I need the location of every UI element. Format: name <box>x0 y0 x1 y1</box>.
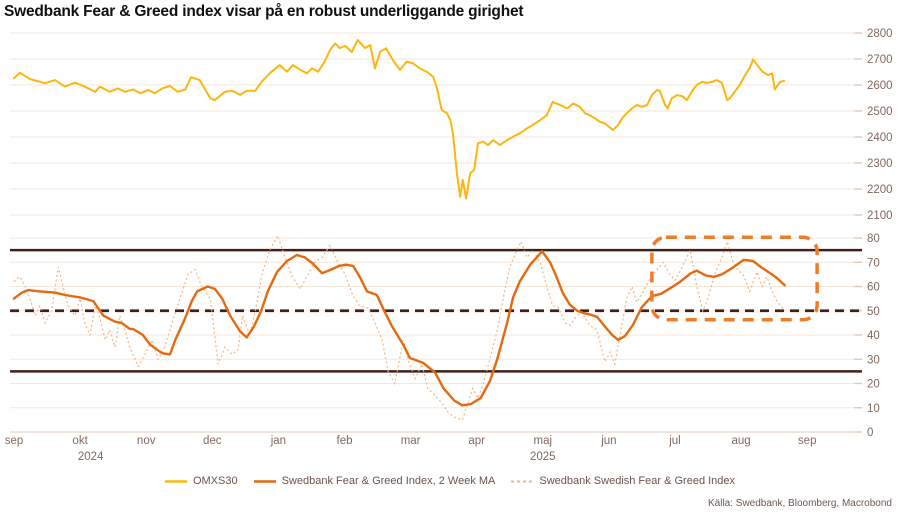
legend-label: OMXS30 <box>192 475 238 487</box>
ytick-label: 0 <box>867 427 873 439</box>
ytick-label: 30 <box>867 354 880 366</box>
chart-title: Swedbank Fear & Greed index visar på en … <box>4 3 524 20</box>
omxs30-line-marker-icon <box>164 479 187 483</box>
legend-label: Swedbank Swedish Fear & Greed Index <box>539 475 736 487</box>
xtick-label-mar-6: mar <box>401 435 421 447</box>
chart-legend: OMXS30 Swedbank Fear & Greed Index, 2 We… <box>0 475 900 487</box>
xtick-label-sep-0: sep <box>5 435 24 447</box>
source-attribution: Källa: Swedbank, Bloomberg, Macrobond <box>708 498 892 509</box>
ytick-label: 2400 <box>867 132 893 144</box>
ma-line-marker-icon <box>253 479 276 483</box>
xtick-label-okt-1: okt <box>72 435 88 447</box>
xtick-label-dec-3: dec <box>203 435 222 447</box>
omxs30-line <box>13 39 786 200</box>
ytick-label: 40 <box>867 330 880 342</box>
ytick-label: 2300 <box>867 158 893 170</box>
ytick-label: 10 <box>867 403 880 415</box>
year-label-2025: 2025 <box>530 451 556 463</box>
ytick-label: 2800 <box>867 28 893 40</box>
dotted-line-marker-icon <box>511 480 534 482</box>
xtick-label-jan-4: jan <box>270 435 286 447</box>
ytick-label: 80 <box>867 233 880 245</box>
ytick-label: 2500 <box>867 106 893 118</box>
ytick-label: 60 <box>867 282 880 294</box>
xtick-label-maj-8: maj <box>534 435 553 447</box>
legend-item-fear-greed-ma: Swedbank Fear & Greed Index, 2 Week MA <box>253 475 496 487</box>
xtick-label-aug-11: aug <box>732 435 751 447</box>
ytick-label: 70 <box>867 257 880 269</box>
xtick-label-apr-7: apr <box>468 435 485 447</box>
ytick-label: 2100 <box>867 210 893 222</box>
xtick-label-sep-12: sep <box>798 435 817 447</box>
ytick-label: 2700 <box>867 54 893 66</box>
xtick-label-jul-10: jul <box>668 435 681 447</box>
legend-item-raw-index: Swedbank Swedish Fear & Greed Index <box>511 475 735 487</box>
ytick-label: 2200 <box>867 184 893 196</box>
legend-label: Swedbank Fear & Greed Index, 2 Week MA <box>281 475 496 487</box>
highlight-box <box>650 235 819 322</box>
chart-svg: 2800 2700 2600 2500 2400 2300 2200 2100 80 70 60 50… <box>5 28 893 463</box>
xtick-label-jun-9: jun <box>600 435 616 447</box>
xtick-label-feb-5: feb <box>337 435 353 447</box>
year-label-2024: 2024 <box>78 451 104 463</box>
ytick-label: 2600 <box>867 80 893 92</box>
fear-greed-ma-line <box>12 250 786 407</box>
ytick-label: 20 <box>867 379 880 391</box>
xtick-label-nov-2: nov <box>137 435 156 447</box>
ytick-label: 50 <box>867 306 880 318</box>
legend-item-omxs30: OMXS30 <box>164 475 238 487</box>
